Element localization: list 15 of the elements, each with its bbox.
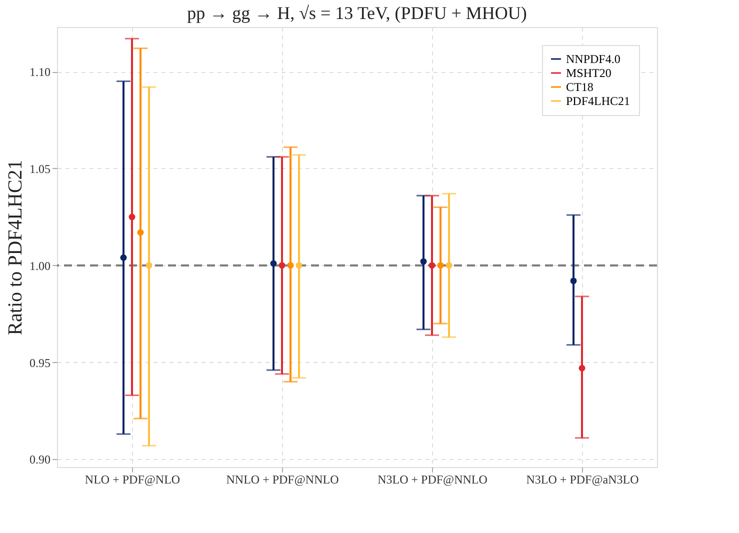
y-axis-title: Ratio to PDF4LHC21 <box>4 160 26 336</box>
y-tick-label: 1.00 <box>30 258 50 273</box>
y-tick-label: 0.90 <box>30 452 50 467</box>
legend-label: PDF4LHC21 <box>566 94 630 108</box>
legend-label: NNPDF4.0 <box>566 52 620 66</box>
x-tick-label: NNLO + PDF@NNLO <box>226 472 340 486</box>
x-tick-label: N3LO + PDF@aN3LO <box>526 472 640 486</box>
legend-label: CT18 <box>566 80 594 94</box>
y-tick-label: 0.95 <box>30 356 50 370</box>
x-tick-label: NLO + PDF@NLO <box>84 472 180 486</box>
chart-title: pp → gg → H, √s = 13 TeV, (PDFU + MHOU) <box>187 3 527 23</box>
legend-label: MSHT20 <box>566 66 612 80</box>
y-tick-label: 1.05 <box>30 162 50 176</box>
y-tick-label: 1.10 <box>30 65 50 80</box>
x-tick-label: N3LO + PDF@NNLO <box>378 472 488 486</box>
